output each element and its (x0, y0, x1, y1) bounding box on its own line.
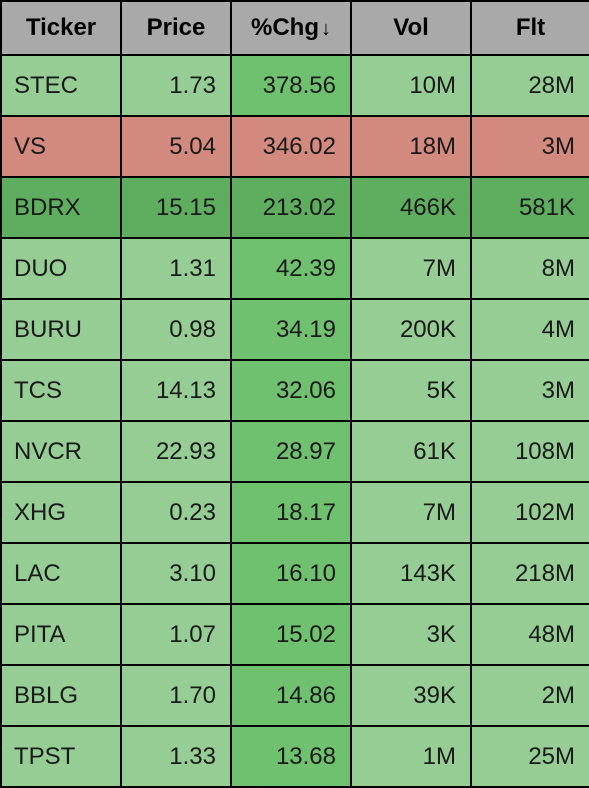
table-row[interactable]: LAC3.1016.10143K218M (1, 543, 589, 604)
cell-volume: 466K (351, 177, 471, 238)
cell-pct-change: 346.02 (231, 116, 351, 177)
cell-volume: 7M (351, 482, 471, 543)
table-row[interactable]: BBLG1.7014.8639K2M (1, 665, 589, 726)
header-flt-label: Flt (516, 14, 545, 41)
table-row[interactable]: BURU0.9834.19200K4M (1, 299, 589, 360)
cell-volume: 3K (351, 604, 471, 665)
cell-float: 25M (471, 726, 589, 787)
cell-float: 8M (471, 238, 589, 299)
table-row[interactable]: PITA1.0715.023K48M (1, 604, 589, 665)
cell-pct-change: 16.10 (231, 543, 351, 604)
cell-price: 22.93 (121, 421, 231, 482)
cell-price: 15.15 (121, 177, 231, 238)
cell-float: 102M (471, 482, 589, 543)
header-volume[interactable]: Vol (351, 1, 471, 55)
cell-ticker: BDRX (1, 177, 121, 238)
header-price-label: Price (147, 14, 206, 41)
header-chg-label: %Chg (251, 14, 319, 41)
header-ticker[interactable]: Ticker (1, 1, 121, 55)
cell-volume: 5K (351, 360, 471, 421)
cell-float: 48M (471, 604, 589, 665)
table-row[interactable]: TCS14.1332.065K3M (1, 360, 589, 421)
table-header-row: Ticker Price %Chg↓ Vol Flt (1, 1, 589, 55)
cell-pct-change: 15.02 (231, 604, 351, 665)
header-ticker-label: Ticker (26, 14, 96, 41)
cell-pct-change: 13.68 (231, 726, 351, 787)
cell-float: 3M (471, 116, 589, 177)
cell-pct-change: 34.19 (231, 299, 351, 360)
cell-price: 0.23 (121, 482, 231, 543)
cell-ticker: BURU (1, 299, 121, 360)
cell-volume: 10M (351, 55, 471, 116)
cell-volume: 18M (351, 116, 471, 177)
cell-float: 581K (471, 177, 589, 238)
header-vol-label: Vol (393, 14, 429, 41)
table-row[interactable]: VS5.04346.0218M3M (1, 116, 589, 177)
cell-float: 4M (471, 299, 589, 360)
cell-price: 1.07 (121, 604, 231, 665)
table-row[interactable]: BDRX15.15213.02466K581K (1, 177, 589, 238)
cell-volume: 39K (351, 665, 471, 726)
table-row[interactable]: NVCR22.9328.9761K108M (1, 421, 589, 482)
header-price[interactable]: Price (121, 1, 231, 55)
cell-volume: 7M (351, 238, 471, 299)
cell-pct-change: 14.86 (231, 665, 351, 726)
cell-float: 3M (471, 360, 589, 421)
cell-price: 1.31 (121, 238, 231, 299)
cell-pct-change: 42.39 (231, 238, 351, 299)
cell-ticker: VS (1, 116, 121, 177)
cell-price: 14.13 (121, 360, 231, 421)
cell-ticker: PITA (1, 604, 121, 665)
sort-descending-icon: ↓ (321, 18, 331, 40)
cell-ticker: STEC (1, 55, 121, 116)
cell-ticker: XHG (1, 482, 121, 543)
cell-price: 5.04 (121, 116, 231, 177)
cell-ticker: TCS (1, 360, 121, 421)
cell-volume: 200K (351, 299, 471, 360)
header-pct-change[interactable]: %Chg↓ (231, 1, 351, 55)
cell-ticker: LAC (1, 543, 121, 604)
table-body: STEC1.73378.5610M28MVS5.04346.0218M3MBDR… (1, 55, 589, 787)
cell-float: 2M (471, 665, 589, 726)
cell-price: 1.33 (121, 726, 231, 787)
cell-pct-change: 32.06 (231, 360, 351, 421)
table-row[interactable]: STEC1.73378.5610M28M (1, 55, 589, 116)
cell-pct-change: 28.97 (231, 421, 351, 482)
cell-price: 3.10 (121, 543, 231, 604)
cell-volume: 1M (351, 726, 471, 787)
stock-scanner-table: Ticker Price %Chg↓ Vol Flt STEC1.73378.5… (0, 0, 589, 788)
cell-ticker: NVCR (1, 421, 121, 482)
header-float[interactable]: Flt (471, 1, 589, 55)
cell-pct-change: 18.17 (231, 482, 351, 543)
cell-ticker: BBLG (1, 665, 121, 726)
cell-float: 28M (471, 55, 589, 116)
cell-volume: 143K (351, 543, 471, 604)
cell-pct-change: 213.02 (231, 177, 351, 238)
table-row[interactable]: XHG0.2318.177M102M (1, 482, 589, 543)
cell-ticker: TPST (1, 726, 121, 787)
cell-ticker: DUO (1, 238, 121, 299)
cell-volume: 61K (351, 421, 471, 482)
cell-price: 1.70 (121, 665, 231, 726)
table-row[interactable]: TPST1.3313.681M25M (1, 726, 589, 787)
cell-pct-change: 378.56 (231, 55, 351, 116)
cell-price: 1.73 (121, 55, 231, 116)
cell-price: 0.98 (121, 299, 231, 360)
table-row[interactable]: DUO1.3142.397M8M (1, 238, 589, 299)
cell-float: 218M (471, 543, 589, 604)
cell-float: 108M (471, 421, 589, 482)
